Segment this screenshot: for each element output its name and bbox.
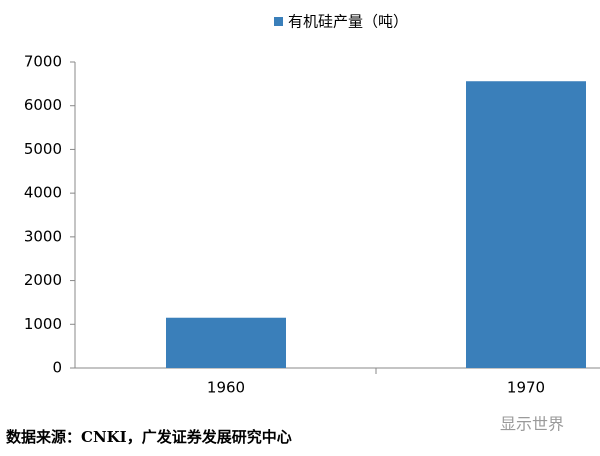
watermark: 显示世界 bbox=[500, 415, 564, 434]
y-tick-label: 7000 bbox=[24, 53, 62, 71]
legend-label: 有机硅产量（吨） bbox=[288, 13, 408, 31]
y-tick-label: 0 bbox=[52, 359, 62, 377]
y-tick-label: 5000 bbox=[24, 140, 62, 158]
x-tick-label: 1960 bbox=[207, 379, 245, 397]
y-tick-label: 3000 bbox=[24, 227, 62, 245]
source-note: 数据来源：CNKI，广发证券发展研究中心 bbox=[6, 428, 292, 446]
y-tick-label: 4000 bbox=[24, 184, 62, 202]
legend-swatch bbox=[274, 17, 283, 26]
bar bbox=[166, 317, 286, 368]
y-tick-label: 1000 bbox=[24, 315, 62, 333]
y-tick-label: 6000 bbox=[24, 96, 62, 114]
y-tick-label: 2000 bbox=[24, 271, 62, 289]
x-tick-label: 1970 bbox=[507, 379, 545, 397]
bar bbox=[466, 81, 586, 368]
